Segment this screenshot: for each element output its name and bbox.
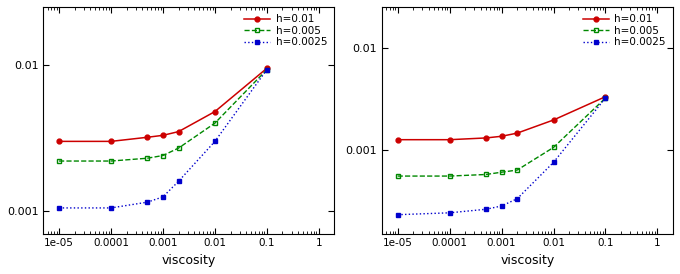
h=0.005 [445, 175, 454, 178]
Line: h=0.0025: h=0.0025 [56, 67, 269, 210]
h=0.005 [549, 146, 558, 149]
h=0.01 [445, 138, 454, 141]
h=0.01 [143, 136, 152, 139]
h=0.0025 [175, 179, 183, 183]
h=0.01 [513, 132, 522, 135]
Line: h=0.005: h=0.005 [395, 96, 608, 178]
h=0.01 [262, 67, 271, 70]
h=0.0025 [549, 161, 558, 164]
h=0.005 [394, 175, 402, 178]
h=0.0025 [601, 96, 609, 100]
Legend: h=0.01, h=0.005, h=0.0025: h=0.01, h=0.005, h=0.0025 [242, 12, 329, 49]
h=0.01 [498, 135, 506, 138]
h=0.005 [107, 159, 115, 163]
h=0.01 [394, 138, 402, 141]
h=0.005 [159, 154, 167, 157]
Line: h=0.0025: h=0.0025 [395, 96, 608, 217]
h=0.005 [601, 96, 609, 100]
h=0.005 [143, 156, 152, 160]
h=0.005 [211, 121, 219, 125]
Legend: h=0.01, h=0.005, h=0.0025: h=0.01, h=0.005, h=0.0025 [581, 12, 668, 49]
h=0.01 [549, 118, 558, 122]
Line: h=0.01: h=0.01 [56, 66, 269, 144]
h=0.005 [513, 169, 522, 172]
h=0.01 [159, 134, 167, 137]
h=0.005 [175, 146, 183, 150]
h=0.005 [55, 159, 63, 163]
h=0.0025 [55, 206, 63, 210]
h=0.005 [498, 171, 506, 174]
h=0.0025 [143, 201, 152, 204]
h=0.0025 [211, 140, 219, 143]
h=0.01 [211, 110, 219, 113]
h=0.01 [55, 140, 63, 143]
h=0.0025 [498, 204, 506, 208]
h=0.01 [175, 130, 183, 133]
h=0.0025 [159, 195, 167, 199]
h=0.01 [601, 95, 609, 98]
h=0.0025 [445, 211, 454, 215]
X-axis label: viscosity: viscosity [162, 254, 216, 267]
h=0.01 [107, 140, 115, 143]
h=0.01 [482, 136, 490, 139]
h=0.0025 [107, 206, 115, 210]
h=0.0025 [262, 68, 271, 71]
Line: h=0.005: h=0.005 [56, 67, 269, 164]
h=0.005 [262, 68, 271, 71]
h=0.0025 [394, 213, 402, 216]
Line: h=0.01: h=0.01 [395, 94, 608, 142]
h=0.0025 [482, 208, 490, 211]
h=0.0025 [513, 197, 522, 200]
h=0.005 [482, 173, 490, 176]
X-axis label: viscosity: viscosity [500, 254, 555, 267]
